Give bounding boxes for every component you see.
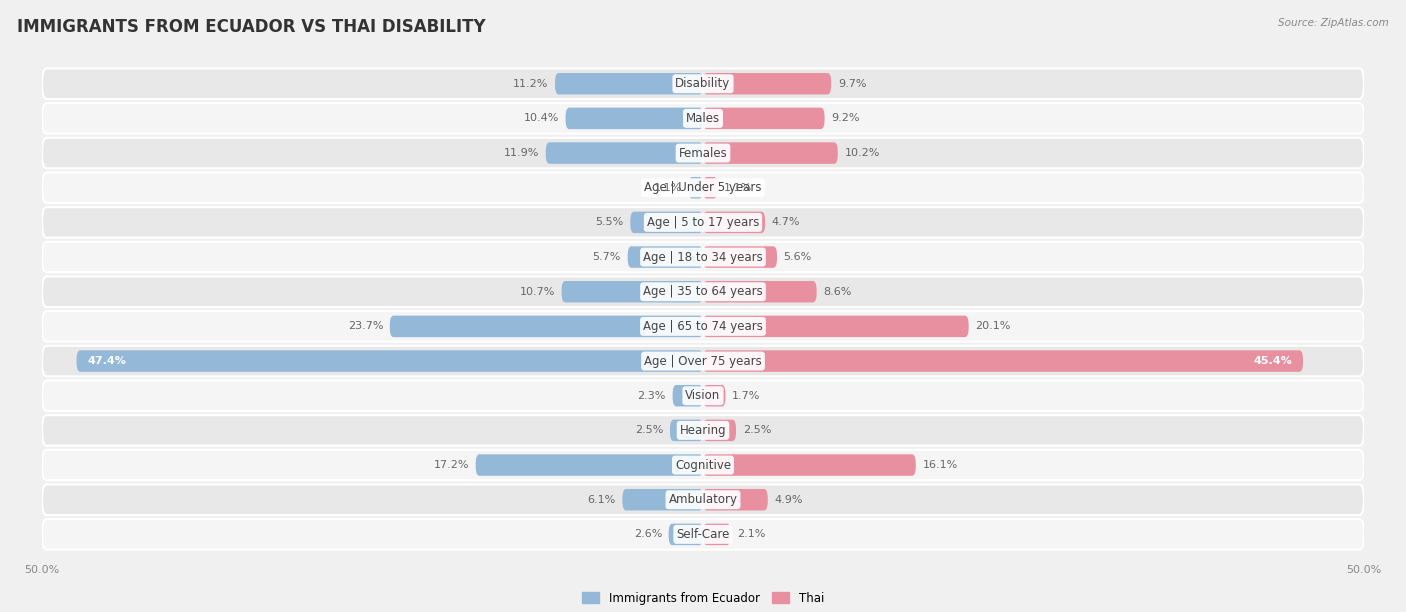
FancyBboxPatch shape: [42, 450, 1364, 480]
Text: Hearing: Hearing: [679, 424, 727, 437]
Text: Age | Under 5 years: Age | Under 5 years: [644, 181, 762, 194]
FancyBboxPatch shape: [42, 415, 1364, 446]
Text: 5.6%: 5.6%: [783, 252, 811, 262]
Text: Age | 18 to 34 years: Age | 18 to 34 years: [643, 250, 763, 264]
Legend: Immigrants from Ecuador, Thai: Immigrants from Ecuador, Thai: [576, 586, 830, 611]
FancyBboxPatch shape: [703, 454, 915, 476]
FancyBboxPatch shape: [42, 311, 1364, 341]
Text: Age | 5 to 17 years: Age | 5 to 17 years: [647, 216, 759, 229]
Text: 2.6%: 2.6%: [634, 529, 662, 539]
FancyBboxPatch shape: [703, 489, 768, 510]
FancyBboxPatch shape: [703, 350, 1303, 372]
Text: 5.7%: 5.7%: [593, 252, 621, 262]
FancyBboxPatch shape: [703, 73, 831, 94]
FancyBboxPatch shape: [703, 316, 969, 337]
Text: Age | 65 to 74 years: Age | 65 to 74 years: [643, 320, 763, 333]
FancyBboxPatch shape: [703, 385, 725, 406]
FancyBboxPatch shape: [703, 143, 838, 164]
Text: Source: ZipAtlas.com: Source: ZipAtlas.com: [1278, 18, 1389, 28]
Text: 45.4%: 45.4%: [1254, 356, 1292, 366]
FancyBboxPatch shape: [630, 212, 703, 233]
Text: 6.1%: 6.1%: [588, 494, 616, 505]
Text: 4.7%: 4.7%: [772, 217, 800, 228]
FancyBboxPatch shape: [703, 246, 778, 268]
Text: Females: Females: [679, 146, 727, 160]
Text: Vision: Vision: [685, 389, 721, 402]
FancyBboxPatch shape: [389, 316, 703, 337]
FancyBboxPatch shape: [627, 246, 703, 268]
Text: Ambulatory: Ambulatory: [668, 493, 738, 506]
FancyBboxPatch shape: [42, 485, 1364, 515]
FancyBboxPatch shape: [669, 420, 703, 441]
Text: 11.9%: 11.9%: [503, 148, 538, 158]
FancyBboxPatch shape: [42, 138, 1364, 168]
Text: 4.9%: 4.9%: [775, 494, 803, 505]
Text: Males: Males: [686, 112, 720, 125]
FancyBboxPatch shape: [42, 173, 1364, 203]
FancyBboxPatch shape: [561, 281, 703, 302]
FancyBboxPatch shape: [42, 242, 1364, 272]
Text: Disability: Disability: [675, 77, 731, 90]
Text: Age | Over 75 years: Age | Over 75 years: [644, 354, 762, 368]
Text: 5.5%: 5.5%: [596, 217, 624, 228]
Text: 2.5%: 2.5%: [636, 425, 664, 435]
Text: 16.1%: 16.1%: [922, 460, 957, 470]
Text: IMMIGRANTS FROM ECUADOR VS THAI DISABILITY: IMMIGRANTS FROM ECUADOR VS THAI DISABILI…: [17, 18, 485, 36]
Text: Cognitive: Cognitive: [675, 458, 731, 472]
Text: 8.6%: 8.6%: [824, 287, 852, 297]
Text: 10.7%: 10.7%: [520, 287, 555, 297]
Text: 2.1%: 2.1%: [737, 529, 766, 539]
Text: 10.4%: 10.4%: [523, 113, 560, 124]
FancyBboxPatch shape: [703, 524, 731, 545]
FancyBboxPatch shape: [555, 73, 703, 94]
FancyBboxPatch shape: [475, 454, 703, 476]
FancyBboxPatch shape: [76, 350, 703, 372]
FancyBboxPatch shape: [703, 420, 737, 441]
Text: 23.7%: 23.7%: [347, 321, 384, 331]
FancyBboxPatch shape: [42, 103, 1364, 133]
Text: 1.1%: 1.1%: [724, 183, 752, 193]
Text: 47.4%: 47.4%: [87, 356, 127, 366]
Text: 10.2%: 10.2%: [845, 148, 880, 158]
Text: 20.1%: 20.1%: [976, 321, 1011, 331]
FancyBboxPatch shape: [42, 381, 1364, 411]
FancyBboxPatch shape: [672, 385, 703, 406]
Text: 9.7%: 9.7%: [838, 79, 866, 89]
FancyBboxPatch shape: [623, 489, 703, 510]
FancyBboxPatch shape: [565, 108, 703, 129]
Text: Self-Care: Self-Care: [676, 528, 730, 541]
Text: 17.2%: 17.2%: [433, 460, 470, 470]
Text: 2.3%: 2.3%: [637, 390, 666, 401]
FancyBboxPatch shape: [42, 519, 1364, 550]
FancyBboxPatch shape: [703, 177, 717, 198]
Text: 9.2%: 9.2%: [831, 113, 859, 124]
FancyBboxPatch shape: [703, 108, 824, 129]
FancyBboxPatch shape: [42, 207, 1364, 237]
Text: 11.2%: 11.2%: [513, 79, 548, 89]
FancyBboxPatch shape: [703, 281, 817, 302]
FancyBboxPatch shape: [546, 143, 703, 164]
FancyBboxPatch shape: [42, 69, 1364, 99]
FancyBboxPatch shape: [42, 346, 1364, 376]
Text: 2.5%: 2.5%: [742, 425, 770, 435]
FancyBboxPatch shape: [703, 212, 765, 233]
FancyBboxPatch shape: [42, 277, 1364, 307]
Text: Age | 35 to 64 years: Age | 35 to 64 years: [643, 285, 763, 298]
FancyBboxPatch shape: [689, 177, 703, 198]
Text: 1.7%: 1.7%: [733, 390, 761, 401]
Text: 1.1%: 1.1%: [654, 183, 682, 193]
FancyBboxPatch shape: [669, 524, 703, 545]
